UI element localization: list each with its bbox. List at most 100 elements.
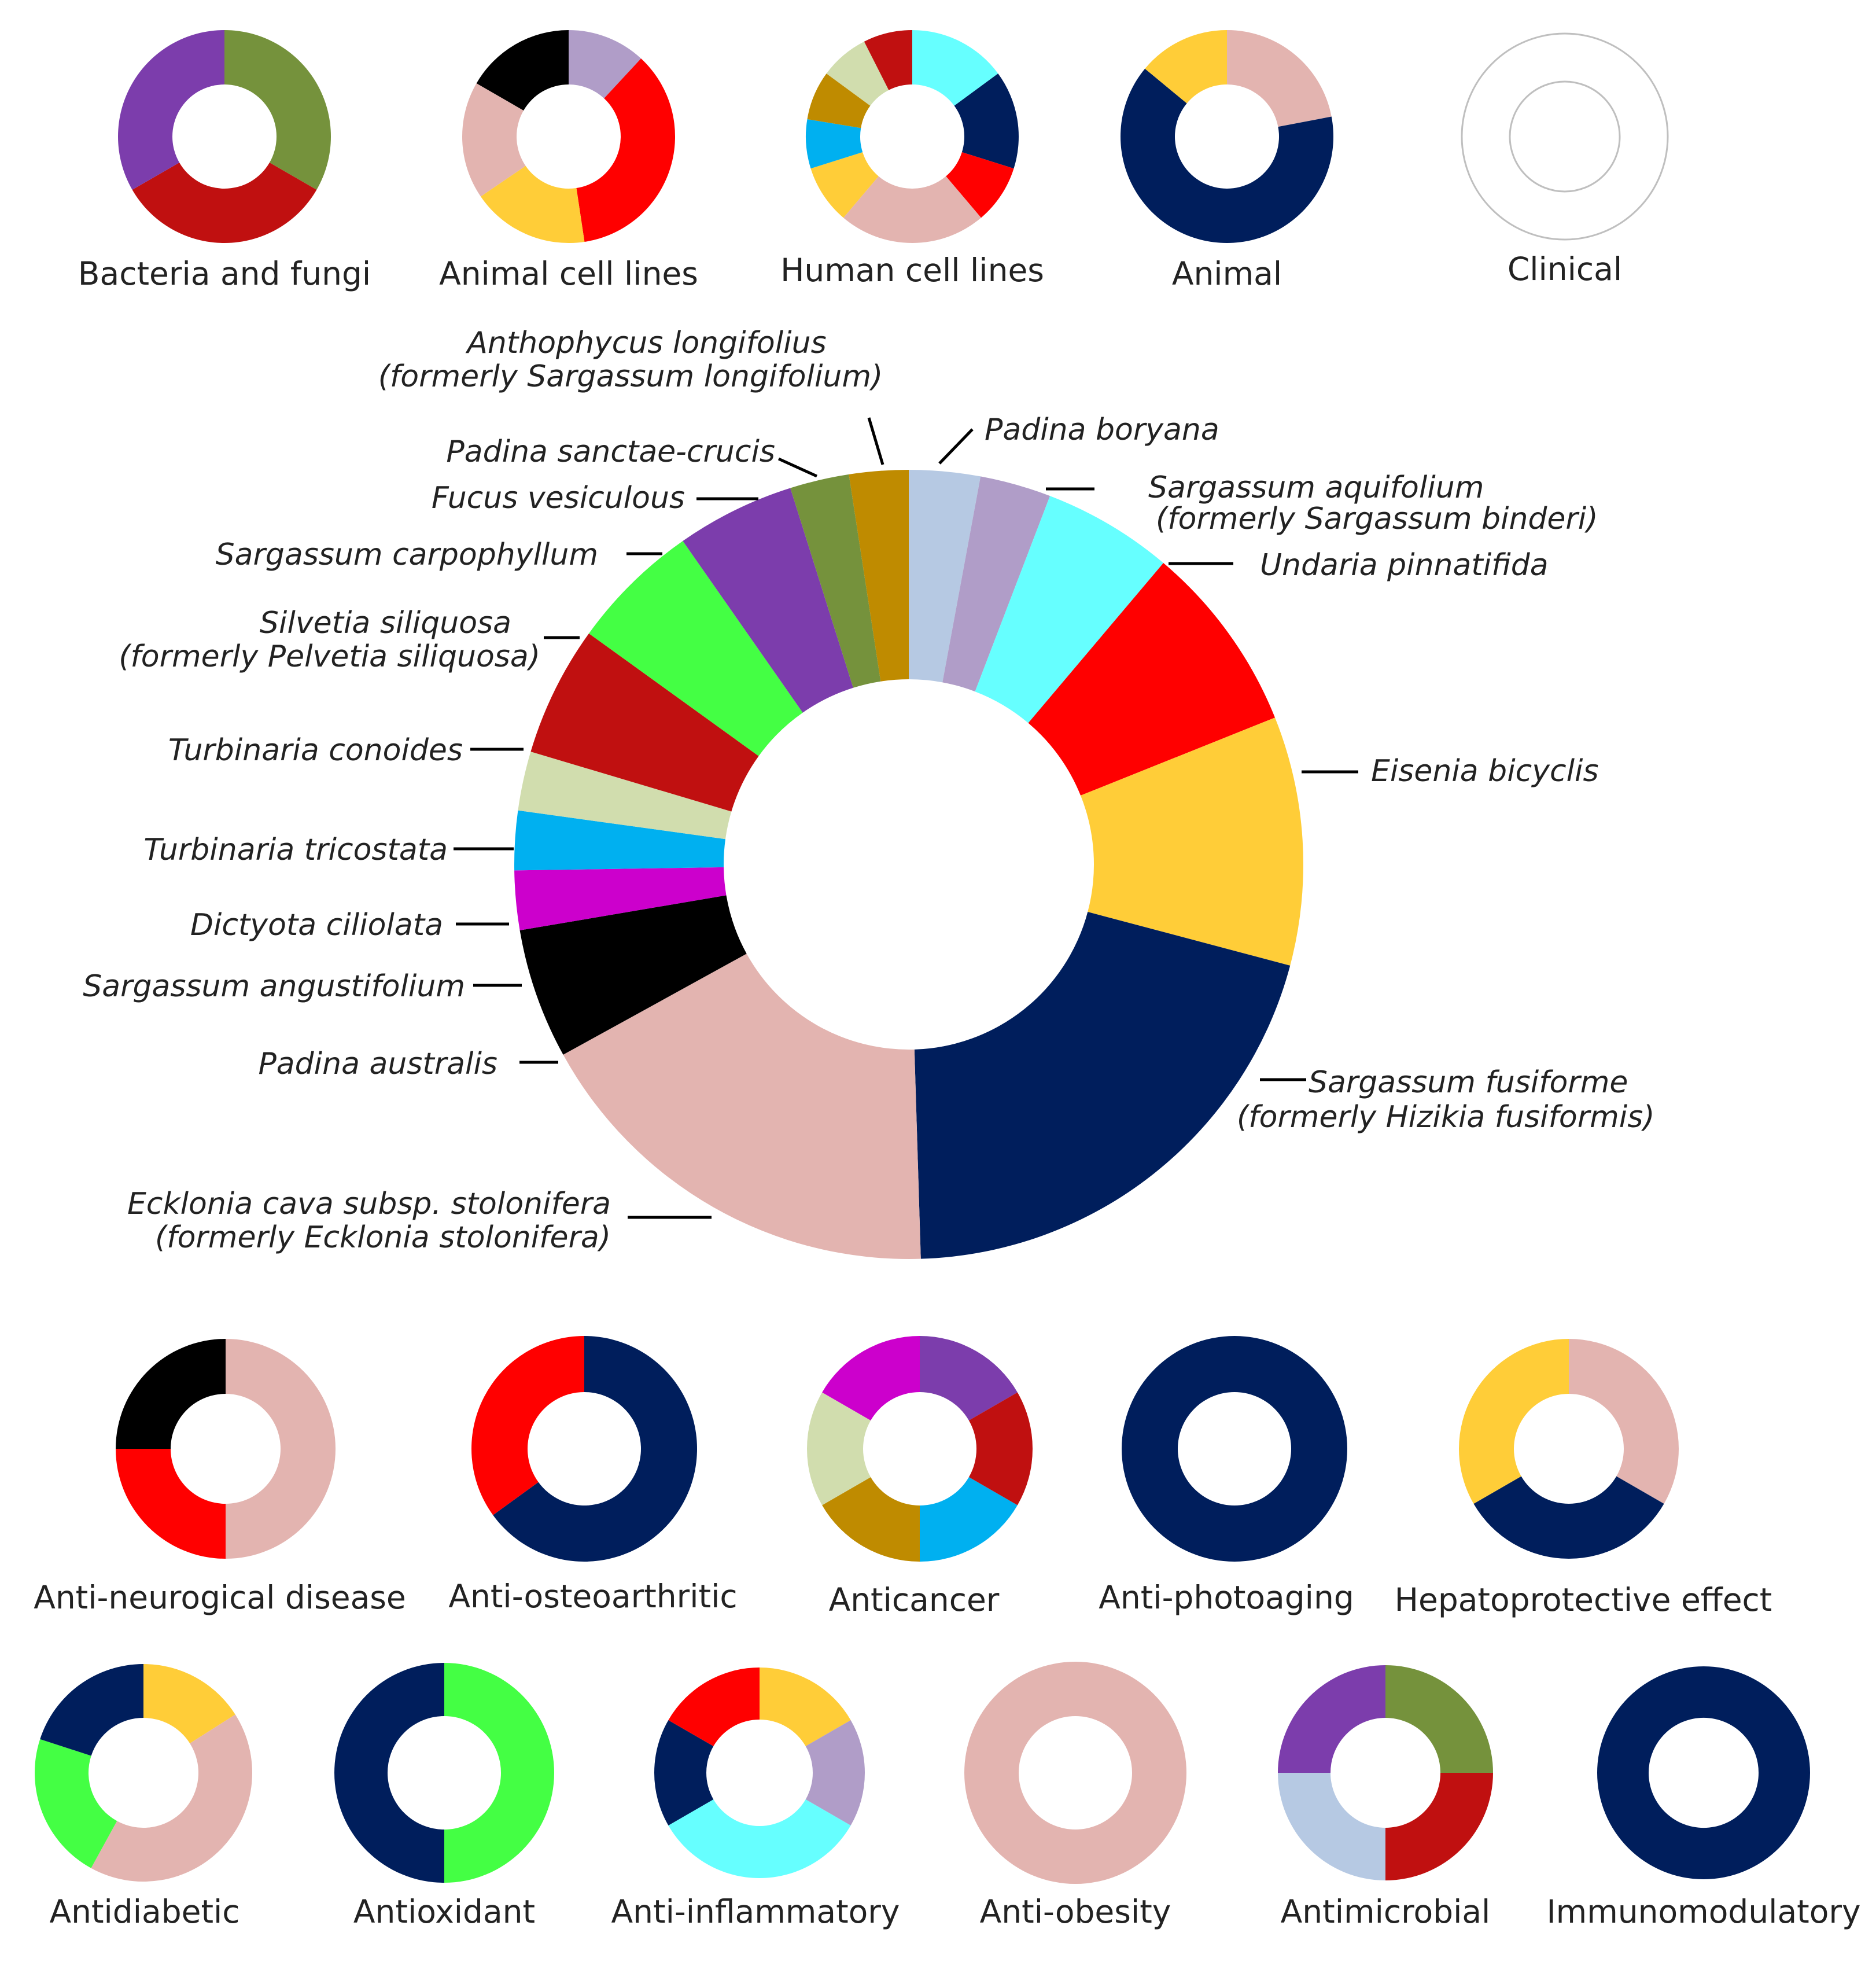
slice-label-turbinaria-tricostata: Turbinaria tricostata [143,833,448,867]
donut-anti-neurogical-disease [116,1339,336,1559]
slice-padina-australis [116,1339,226,1449]
slice-ecklonia [462,83,526,197]
slice-label-anthophycus: Anthophycus longifolius [465,326,826,360]
slice-sargassum-fusiforme [334,1663,444,1883]
slice-anthophycus [1278,1773,1385,1880]
slice-label-padina-sanctae: Padina sanctae-crucis [446,435,775,469]
slice-eisenia [143,1664,235,1744]
chart-title-anti-neurological: Anti-neurogical disease [34,1579,406,1616]
small-chart-titles: Bacteria and fungi Animal cell lines Hum… [34,251,1860,1930]
donut-anti-photoaging [1122,1336,1347,1562]
slice-ecklonia [563,954,921,1259]
slice-note-ecklonia: (formerly Ecklonia stolonifera) [155,1220,611,1255]
slice-label-padina-australis: Padina australis [258,1047,497,1081]
slice-eisenia [1145,30,1227,104]
slice-silvetia [589,541,803,756]
slice-fucus [1385,1665,1493,1773]
slice-undaria [116,1449,226,1559]
slice-eisenia [1458,1339,1569,1504]
slice-ecklonia [1227,30,1332,127]
slice-undaria [576,58,675,242]
chart-title-antioxidant: Antioxidant [353,1893,535,1930]
slice-undaria [471,1336,584,1515]
donut-human-cell-lines [806,30,1019,243]
chart-title-anti-photoaging: Anti-photoaging [1099,1579,1354,1616]
donut-antidiabetic [34,1664,252,1882]
slice-eisenia [1081,717,1303,966]
chart-title-animal: Animal [1172,255,1282,292]
slice-ecklonia [964,1662,1186,1884]
chart-title-hepatoprotective: Hepatoprotective effect [1395,1581,1772,1618]
donut-bacteria-and-fungi [117,30,331,243]
slice-label-turbinaria-conoides: Turbinaria conoides [168,733,463,768]
slice-eisenia [810,152,879,218]
slice-sargassum-aquifolium [975,496,1164,723]
chart-title-clinical: Clinical [1508,251,1622,288]
slice-sargassum-fusiforme [914,912,1291,1259]
chart-title-bacteria-fungi: Bacteria and fungi [78,255,371,292]
slice-undaria [668,1667,760,1746]
donut-antioxidant [334,1663,554,1883]
slice-label-fucus: Fucus vesiculous [432,481,685,516]
chart-title-antimicrobial: Antimicrobial [1281,1893,1491,1930]
slice-dictyota [514,810,726,871]
slice-label-sargassum-angustifolium: Sargassum angustifolium [83,969,465,1004]
slice-turbinaria-conoides [864,30,912,90]
slice-turbinaria-conoides [132,163,317,243]
slice-ecklonia [843,176,982,243]
slice-label-sargassum-carpophyllum: Sargassum carpophyllum [216,538,598,572]
leader-lines [454,417,1358,1219]
slice-label-undaria: Undaria pinnatifida [1260,548,1549,583]
empty-ring-outer [1461,32,1669,241]
slice-ecklonia [226,1339,336,1559]
donut-immunomodulatory [1597,1666,1810,1879]
slice-eisenia [480,165,585,244]
slice-label-sargassum-fusiforme: Sargassum fusiforme [1309,1065,1628,1100]
chart-title-human-cell-lines: Human cell lines [780,252,1044,289]
slice-label-dictyota: Dictyota ciliolata [190,908,443,943]
slice-padina-australis [476,30,569,111]
donut-anti-osteoarthritic [471,1336,697,1562]
slice-label-eisenia: Eisenia bicyclis [1371,754,1599,789]
donut-hepatoprotective-effect [1458,1339,1679,1559]
slice-padina-australis [519,895,747,1055]
slice-ecklonia [91,1714,252,1882]
slice-note-sargassum-fusiforme: (formerly Hizikia fusiformis) [1237,1100,1655,1135]
slice-note-sargassum-aquifolium: (formerly Sargassum binderi) [1156,502,1598,536]
slice-padina-boryana [942,476,1051,692]
slice-turbinaria-tricostata [518,752,732,840]
slice-undaria [1028,563,1276,796]
chart-title-anticancer: Anticancer [829,1581,1000,1618]
slice-sargassum-fusiforme [954,73,1019,169]
slice-ecklonia [1569,1339,1679,1504]
slice-padina-sanctae [807,73,871,128]
slice-sargassum-fusiforme [1473,1476,1664,1559]
slice-label-silvetia: Silvetia siliquosa [260,606,511,640]
main-donut-chart [514,470,1303,1259]
slice-silvetia [34,1739,117,1868]
slice-label-ecklonia: Ecklonia cava subsp. stolonifera [127,1187,611,1221]
slice-turbinaria-conoides [530,633,759,812]
slice-dictyota [920,1477,1018,1562]
slice-sargassum-carpophyllum [920,1336,1018,1420]
donut-animal [1121,30,1334,243]
slice-sargassum-carpophyllum [1278,1665,1385,1773]
slice-dictyota [806,119,863,169]
slice-sargassum-fusiforme [1597,1666,1810,1879]
slice-eisenia [760,1667,851,1746]
chart-title-anti-inflammatory: Anti-inflammatory [611,1893,900,1930]
slice-undaria [946,152,1014,218]
slice-fucus [224,30,331,190]
slice-sargassum-carpophyllum [683,488,853,713]
slice-sargassum-aquifolium [912,30,998,106]
slice-padina-boryana [569,30,642,99]
slice-sargassum-fusiforme [1121,68,1334,243]
chart-title-anti-osteoarthritic: Anti-osteoarthritic [448,1578,737,1615]
slice-sargassum-angustifolium [822,1336,920,1420]
donut-animal-cell-lines [462,30,675,244]
slice-padina-boryana [805,1720,865,1825]
main-donut [514,470,1303,1259]
donut-antimicrobial [1278,1665,1493,1880]
slice-sargassum-carpophyllum [117,30,224,190]
